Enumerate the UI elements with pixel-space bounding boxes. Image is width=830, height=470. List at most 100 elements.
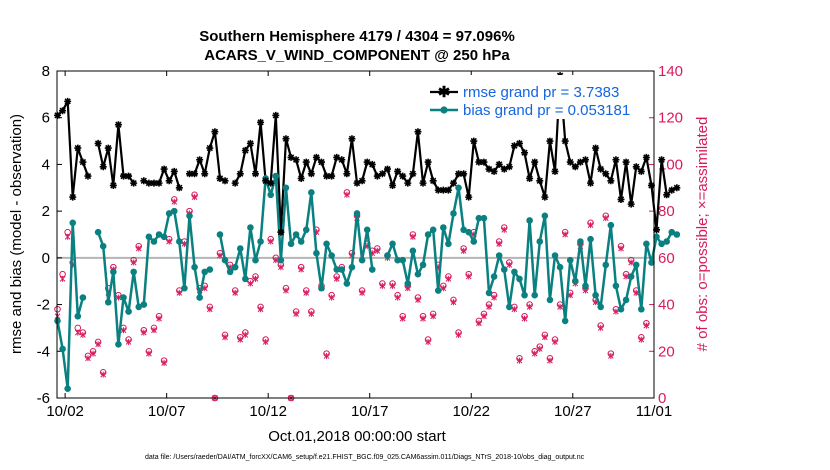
obs-assimilated-point bbox=[257, 306, 264, 313]
bias-point bbox=[277, 256, 285, 264]
bias-point bbox=[506, 303, 513, 311]
obs-assimilated-point bbox=[80, 331, 86, 338]
bias-point bbox=[181, 284, 188, 292]
obs-assimilated-point bbox=[140, 329, 147, 336]
obs-assimilated-point bbox=[100, 371, 107, 378]
bias-point bbox=[59, 345, 66, 353]
bias-point bbox=[120, 294, 127, 301]
rmse-point bbox=[627, 200, 635, 208]
obs-assimilated-point bbox=[293, 310, 299, 317]
rmse-point bbox=[104, 144, 112, 152]
rmse-point bbox=[495, 160, 503, 168]
bias-point bbox=[541, 212, 549, 220]
bias-point bbox=[160, 233, 168, 241]
y-tick-label-right: 140 bbox=[658, 63, 683, 80]
rmse-point bbox=[94, 139, 102, 147]
bias-point bbox=[404, 280, 412, 287]
legend-bias-marker bbox=[440, 106, 448, 114]
bias-point bbox=[145, 233, 153, 241]
obs-assimilated-point bbox=[374, 247, 381, 254]
rmse-point bbox=[449, 179, 457, 187]
bias-point bbox=[226, 268, 234, 276]
rmse-point bbox=[231, 179, 239, 187]
bias-point bbox=[440, 224, 447, 231]
bias-point bbox=[399, 256, 407, 264]
rmse-point bbox=[257, 118, 265, 126]
rmse-point bbox=[653, 226, 661, 234]
bias-point bbox=[490, 273, 498, 280]
rmse-point bbox=[130, 179, 138, 187]
obs-assimilated-point bbox=[547, 357, 553, 364]
obs-assimilated-point bbox=[323, 352, 330, 359]
x-tick-label: 10/17 bbox=[351, 403, 389, 420]
y-tick-label-left: -4 bbox=[37, 343, 50, 360]
rmse-point bbox=[317, 158, 325, 166]
bias-point bbox=[176, 238, 183, 245]
obs-assimilated-point bbox=[542, 334, 548, 341]
bias-point bbox=[480, 214, 488, 222]
rmse-point bbox=[571, 163, 579, 171]
obs-assimilated-point bbox=[399, 315, 406, 322]
rmse-point bbox=[363, 158, 371, 166]
x-tick-label: 10/27 bbox=[554, 403, 592, 420]
obs-assimilated-point bbox=[130, 259, 137, 266]
rmse-point bbox=[465, 193, 473, 201]
rmse-point bbox=[297, 174, 305, 182]
rmse-point bbox=[429, 177, 437, 185]
obs-assimilated-point bbox=[222, 334, 228, 341]
rmse-point bbox=[125, 172, 133, 180]
rmse-point bbox=[500, 165, 508, 173]
rmse-point bbox=[348, 135, 356, 143]
bias-point bbox=[252, 256, 259, 264]
bias-point bbox=[485, 289, 493, 297]
rmse-point bbox=[59, 107, 67, 115]
bias-point bbox=[338, 266, 346, 273]
legend-bias-label: bias grand pr = 0.053181 bbox=[463, 102, 630, 119]
bias-point bbox=[206, 266, 214, 273]
rmse-point bbox=[394, 167, 402, 175]
bias-point bbox=[201, 268, 209, 276]
rmse-point bbox=[302, 158, 310, 166]
obs-assimilated-point bbox=[481, 313, 487, 320]
rmse-point bbox=[307, 170, 315, 178]
rmse-point bbox=[480, 158, 488, 166]
y-tick-label-right: 80 bbox=[658, 203, 675, 220]
rmse-point bbox=[485, 165, 493, 173]
rmse-point bbox=[434, 186, 442, 194]
bias-point bbox=[130, 268, 137, 276]
obs-assimilated-point bbox=[511, 306, 518, 313]
bias-point bbox=[617, 305, 625, 313]
rmse-point bbox=[191, 170, 199, 178]
bias-point bbox=[531, 291, 539, 299]
y-tick-label-left: 6 bbox=[42, 110, 50, 127]
rmse-point bbox=[140, 177, 148, 185]
obs-assimilated-point bbox=[242, 331, 249, 338]
bias-point bbox=[353, 210, 361, 217]
bias-point bbox=[287, 240, 295, 248]
obs-assimilated-point bbox=[237, 336, 244, 343]
obs-assimilated-point bbox=[95, 341, 101, 348]
rmse-point bbox=[439, 186, 447, 194]
bias-point bbox=[115, 340, 122, 348]
rmse-point bbox=[521, 149, 529, 157]
bias-point bbox=[460, 226, 467, 234]
rmse-point bbox=[277, 228, 285, 236]
obs-assimilated-point bbox=[618, 245, 624, 252]
rmse-point bbox=[236, 170, 244, 178]
rmse-point bbox=[455, 170, 463, 178]
obs-assimilated-point bbox=[455, 331, 462, 338]
rmse-point bbox=[399, 172, 407, 180]
y-tick-label-right: 100 bbox=[658, 156, 683, 173]
x-tick-label: 10/07 bbox=[148, 403, 186, 420]
rmse-point bbox=[165, 177, 173, 185]
rmse-point bbox=[323, 172, 331, 180]
y-tick-label-left: 4 bbox=[42, 156, 50, 173]
bias-point bbox=[155, 231, 163, 238]
obs-assimilated-point bbox=[526, 303, 533, 310]
bias-point bbox=[170, 207, 178, 215]
bias-point bbox=[429, 226, 437, 234]
bias-point bbox=[54, 317, 61, 325]
obs-assimilated-point bbox=[217, 252, 223, 259]
bias-point bbox=[592, 291, 599, 299]
